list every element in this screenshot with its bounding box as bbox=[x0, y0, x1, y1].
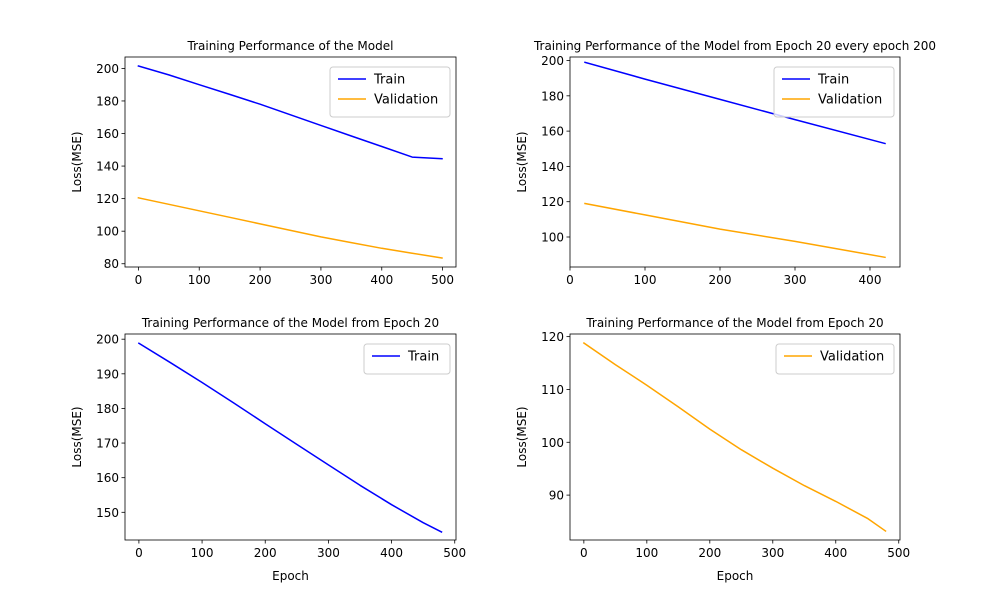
y-tick-label: 200 bbox=[96, 62, 119, 76]
legend: Train Validation bbox=[773, 66, 895, 118]
chart-panel-1: Training Performance of the Model 0 100 200… bbox=[70, 39, 457, 287]
legend: Validation bbox=[775, 343, 895, 375]
x-tick-label: 0 bbox=[135, 546, 143, 560]
y-tick-label: 180 bbox=[541, 89, 564, 103]
chart-title: Training Performance of the Model bbox=[187, 39, 394, 53]
x-tick-label: 0 bbox=[580, 546, 588, 560]
y-tick-label: 190 bbox=[96, 367, 119, 381]
y-tick-label: 170 bbox=[96, 437, 119, 451]
x-tick-label: 100 bbox=[635, 546, 658, 560]
y-tick-label: 100 bbox=[96, 225, 119, 239]
y-tick-label: 160 bbox=[541, 125, 564, 139]
chart-title: Training Performance of the Model from E… bbox=[585, 316, 883, 330]
x-tick-label: 400 bbox=[370, 273, 393, 287]
chart-panel-3: Training Performance of the Model from E… bbox=[70, 316, 466, 583]
x-tick-label: 400 bbox=[380, 546, 403, 560]
x-tick-label: 200 bbox=[698, 546, 721, 560]
x-tick-label: 100 bbox=[634, 273, 657, 287]
y-tick-label: 110 bbox=[541, 383, 564, 397]
legend-box bbox=[775, 343, 895, 375]
legend-entry: Validation bbox=[820, 350, 884, 365]
legend: Train Validation bbox=[329, 66, 451, 118]
x-tick-label: 300 bbox=[317, 546, 340, 560]
y-axis-label: Loss(MSE) bbox=[515, 406, 529, 467]
legend-entry: Validation bbox=[818, 93, 882, 108]
x-tick-label: 0 bbox=[566, 273, 574, 287]
y-tick-label: 120 bbox=[541, 195, 564, 209]
legend-entry: Validation bbox=[374, 93, 438, 108]
y-tick-label: 160 bbox=[96, 127, 119, 141]
x-tick-label: 400 bbox=[824, 546, 847, 560]
series-line-validation bbox=[584, 202, 886, 259]
x-tick-label: 500 bbox=[443, 546, 466, 560]
y-tick-label: 200 bbox=[96, 333, 119, 347]
y-tick-label: 100 bbox=[541, 231, 564, 245]
y-tick-label: 150 bbox=[96, 506, 119, 520]
x-tick-label: 200 bbox=[249, 273, 272, 287]
legend: Train bbox=[363, 343, 451, 375]
x-tick-label: 100 bbox=[188, 273, 211, 287]
axes-frame bbox=[569, 333, 901, 541]
axes-frame bbox=[569, 56, 901, 268]
y-axis-label: Loss(MSE) bbox=[515, 131, 529, 192]
y-tick-label: 120 bbox=[96, 192, 119, 206]
y-axis-label: Loss(MSE) bbox=[70, 406, 84, 467]
y-tick-label: 160 bbox=[96, 471, 119, 485]
axes-frame bbox=[124, 333, 457, 541]
series-line-train bbox=[137, 342, 443, 534]
x-tick-label: 200 bbox=[254, 546, 277, 560]
series-line-validation bbox=[137, 196, 443, 259]
chart-title: Training Performance of the Model from E… bbox=[141, 316, 439, 330]
legend-box bbox=[363, 343, 451, 375]
y-tick-label: 100 bbox=[541, 436, 564, 450]
x-tick-label: 500 bbox=[887, 546, 910, 560]
x-tick-label: 500 bbox=[431, 273, 454, 287]
x-axis-label: Epoch bbox=[717, 569, 754, 583]
x-tick-label: 400 bbox=[859, 273, 882, 287]
y-tick-label: 140 bbox=[541, 160, 564, 174]
series-line-train bbox=[584, 61, 886, 145]
x-tick-label: 100 bbox=[191, 546, 214, 560]
x-tick-label: 300 bbox=[309, 273, 332, 287]
y-tick-label: 180 bbox=[96, 402, 119, 416]
y-axis-label: Loss(MSE) bbox=[70, 131, 84, 192]
x-tick-label: 0 bbox=[135, 273, 143, 287]
x-tick-label: 200 bbox=[709, 273, 732, 287]
y-tick-label: 200 bbox=[541, 54, 564, 68]
series-line-train bbox=[137, 65, 443, 160]
y-tick-label: 180 bbox=[96, 94, 119, 108]
y-tick-label: 120 bbox=[541, 330, 564, 344]
y-tick-label: 90 bbox=[549, 489, 564, 503]
y-tick-label: 140 bbox=[96, 160, 119, 174]
chart-panel-2: Training Performance of the Model from E… bbox=[515, 39, 936, 287]
axes-frame bbox=[124, 56, 457, 268]
chart-title: Training Performance of the Model from E… bbox=[533, 39, 936, 53]
x-axis-label: Epoch bbox=[272, 569, 309, 583]
series-line-validation bbox=[582, 341, 887, 533]
legend-entry: Train bbox=[373, 73, 405, 88]
y-tick-label: 80 bbox=[104, 257, 119, 271]
legend-entry: Train bbox=[817, 73, 849, 88]
legend-entry: Train bbox=[407, 350, 439, 365]
x-tick-label: 300 bbox=[784, 273, 807, 287]
chart-panel-4: Training Performance of the Model from E… bbox=[515, 316, 910, 583]
x-tick-label: 300 bbox=[761, 546, 784, 560]
